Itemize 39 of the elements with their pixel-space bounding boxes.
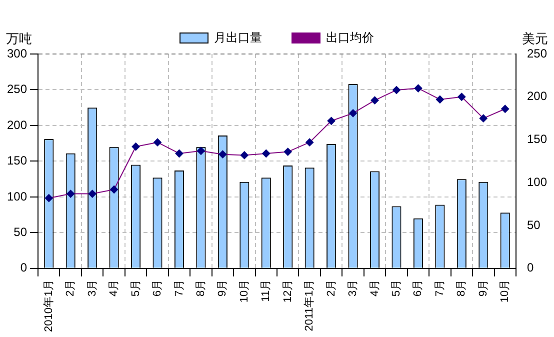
x-tick-label: 2010年1月 bbox=[42, 279, 55, 332]
y2-tick-label: 250 bbox=[526, 46, 548, 60]
x-tick-label: 5月 bbox=[390, 279, 403, 297]
y-tick-label: 150 bbox=[6, 154, 28, 168]
x-tick-label: 10月 bbox=[499, 279, 512, 303]
y-tick-label: 250 bbox=[6, 82, 28, 96]
x-tick-label: 7月 bbox=[434, 279, 446, 297]
y-tick-label: 200 bbox=[6, 118, 28, 132]
x-tick-label: 8月 bbox=[456, 279, 468, 297]
x-tick-label: 2011年1月 bbox=[304, 279, 316, 332]
y2-tick-label: 150 bbox=[526, 132, 548, 146]
x-tick-label: 11月 bbox=[260, 279, 272, 302]
x-tick-label: 7月 bbox=[173, 279, 186, 297]
x-tick-label: 9月 bbox=[216, 279, 229, 297]
y-tick-label: 100 bbox=[6, 189, 28, 204]
y2-tick-label: 100 bbox=[526, 174, 548, 189]
y-tick-label: 0 bbox=[20, 260, 28, 275]
y-tick-label: 50 bbox=[14, 224, 28, 239]
legend-label: 月出口量 bbox=[214, 30, 262, 44]
x-tick-label: 6月 bbox=[152, 279, 164, 297]
x-tick-label: 12月 bbox=[282, 279, 294, 303]
x-tick-label: 3月 bbox=[347, 279, 360, 297]
x-tick-label: 5月 bbox=[130, 279, 142, 297]
legend-label: 出口均价 bbox=[326, 30, 374, 44]
y2-axis-title: 美元 bbox=[522, 31, 548, 46]
x-tick-label: 4月 bbox=[108, 279, 120, 297]
x-tick-label: 2月 bbox=[325, 279, 338, 297]
x-tick-label: 6月 bbox=[412, 279, 424, 297]
y-tick-label: 300 bbox=[6, 46, 28, 60]
x-tick-label: 4月 bbox=[368, 279, 381, 297]
y2-tick-label: 0 bbox=[526, 260, 534, 275]
x-tick-label: 2月 bbox=[64, 279, 77, 297]
y2-tick-label: 50 bbox=[526, 218, 541, 232]
y2-tick-label: 200 bbox=[526, 89, 548, 104]
x-tick-label: 10月 bbox=[238, 279, 250, 303]
x-tick-label: 3月 bbox=[86, 279, 98, 297]
x-tick-label: 8月 bbox=[194, 279, 207, 297]
y-axis-title: 万吨 bbox=[6, 31, 32, 46]
x-tick-label: 9月 bbox=[477, 279, 490, 297]
